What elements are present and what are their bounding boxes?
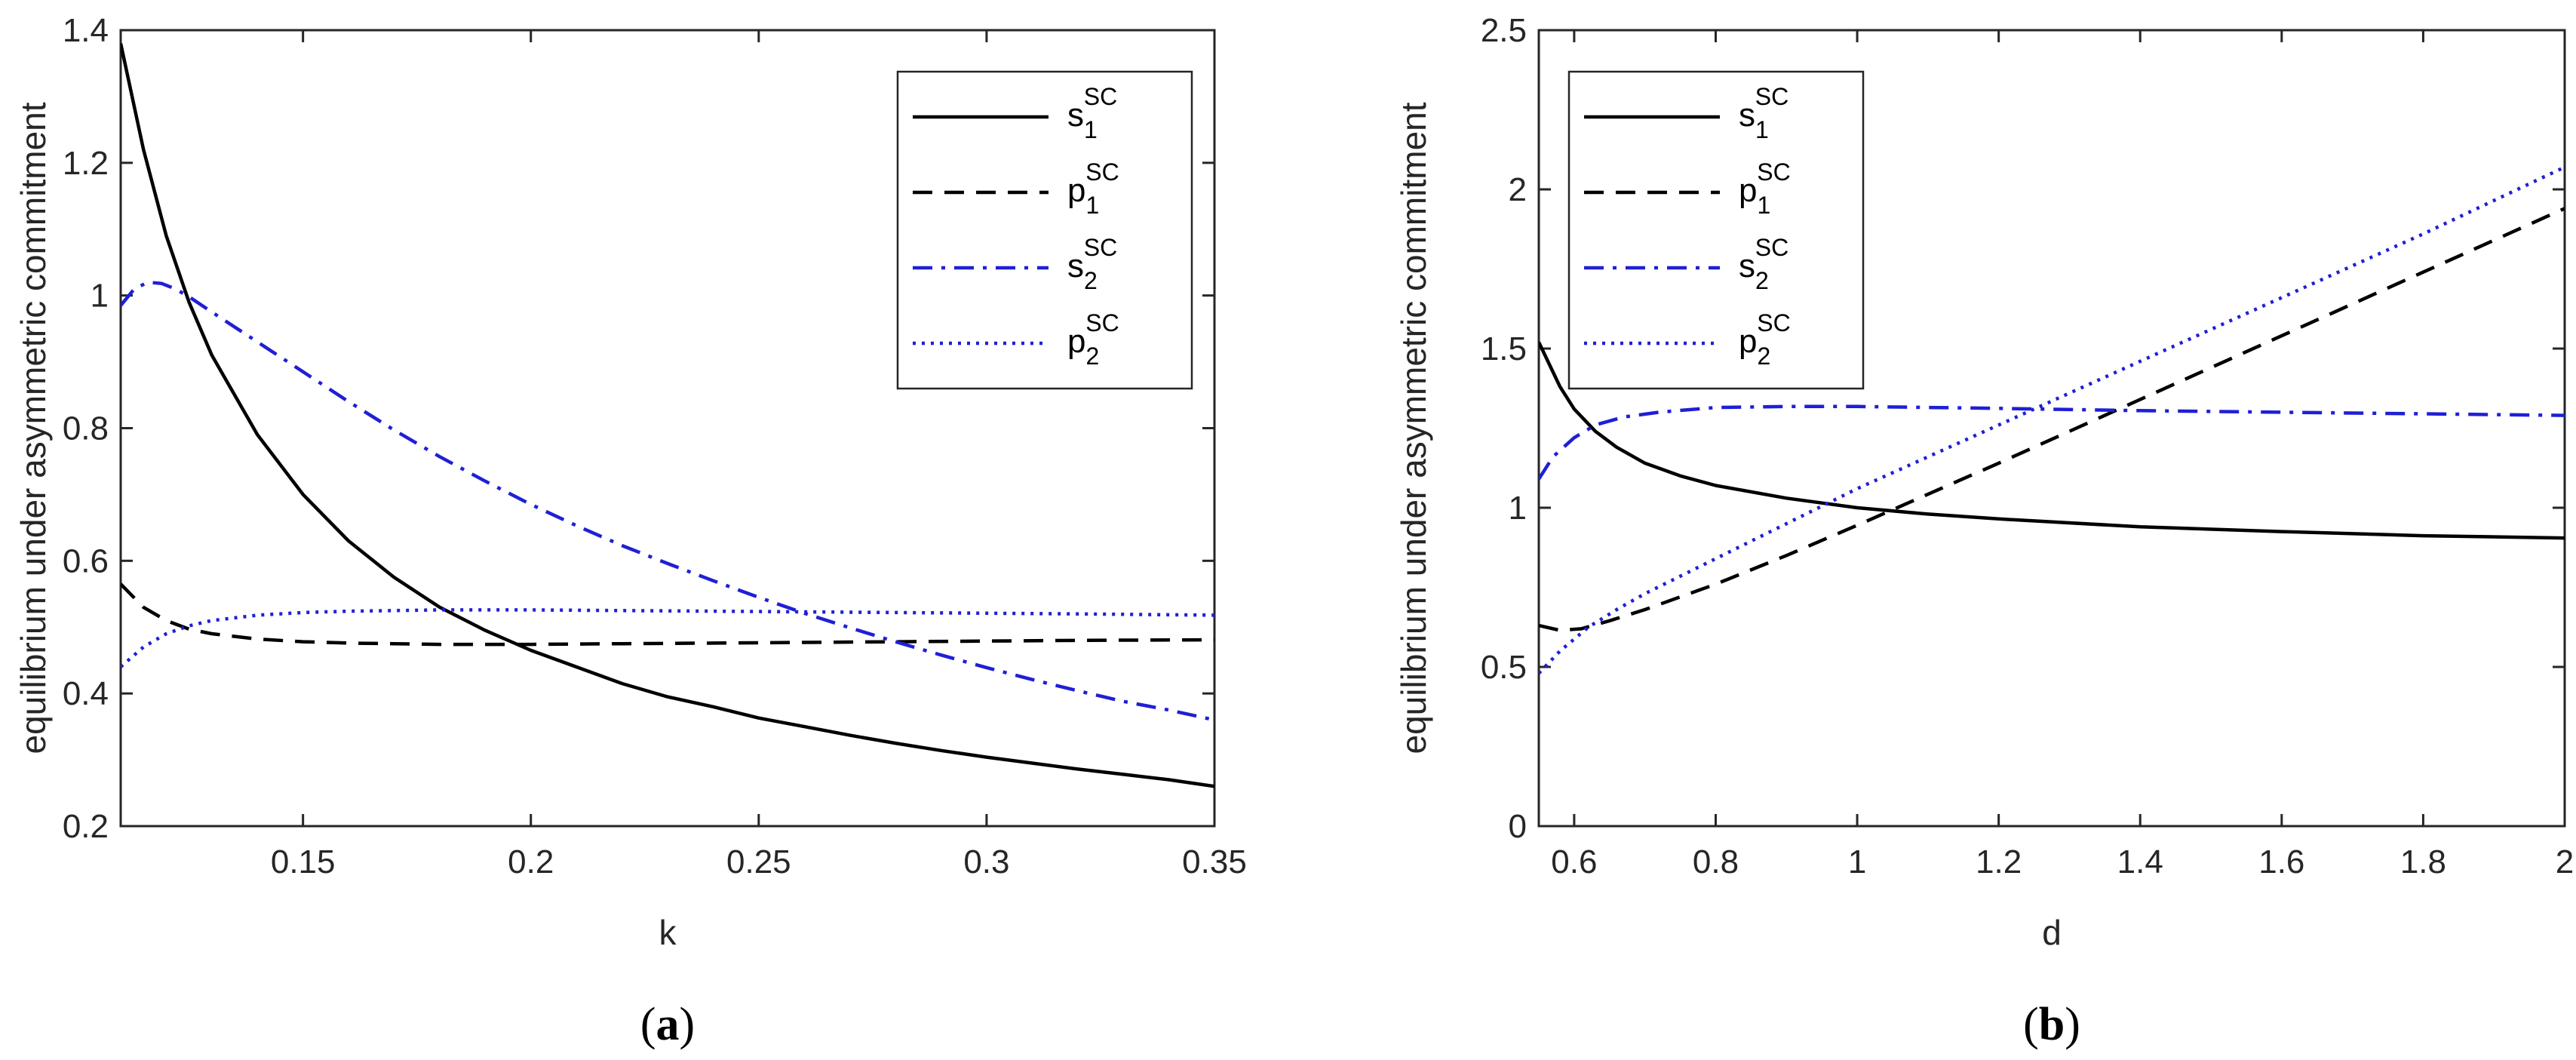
x-tick-label: 0.3	[963, 843, 1009, 880]
legend-symbol: s	[1739, 97, 1755, 134]
x-tick-label: 0.35	[1182, 843, 1247, 880]
legend-subscript: 2	[1085, 343, 1099, 370]
caption-close-paren: )	[680, 999, 695, 1050]
legend-superscript: SC	[1084, 234, 1117, 261]
panel-caption: (b)	[2023, 999, 2080, 1050]
y-axis-label: equilibrium under asymmetric commitment	[1394, 102, 1433, 754]
legend-entry: p2 SC	[1739, 309, 1791, 370]
caption-letter: a	[656, 999, 680, 1050]
series-line-p1	[121, 582, 1214, 647]
y-tick-label: 2.5	[1481, 12, 1527, 49]
legend-superscript: SC	[1755, 83, 1788, 110]
legend-symbol: s	[1067, 97, 1084, 134]
legend-subscript: 1	[1757, 192, 1770, 219]
series-line-s2	[1539, 404, 2565, 481]
legend-superscript: SC	[1085, 158, 1119, 186]
legend-subscript: 2	[1084, 267, 1098, 294]
x-tick-label: 1	[1848, 843, 1866, 880]
panel-caption: (a)	[640, 999, 695, 1050]
y-tick-label: 0.6	[63, 542, 109, 579]
x-tick-label: 0.8	[1693, 843, 1739, 880]
series-line-s1	[1539, 341, 2565, 540]
legend-box	[896, 70, 1193, 390]
y-axis-label: equilibrium under asymmetric commitment	[14, 102, 53, 754]
legend-superscript: SC	[1755, 234, 1788, 261]
y-tick-label: 1	[91, 278, 109, 315]
y-tick-label: 1.2	[63, 145, 109, 182]
y-tick-label: 1	[1509, 490, 1527, 527]
panel-b: 0.6 0.8 1 1.2 1.4 1.6 1.8 2 0 0.5 1 1.5 2 2.5 d equilib…	[1394, 12, 2574, 1050]
caption-letter: b	[2039, 999, 2065, 1050]
series-line-p2	[121, 608, 1214, 668]
x-tick-label: 1.4	[2117, 843, 2163, 880]
legend-entry: s1 SC	[1739, 83, 1788, 143]
y-tick-label: 0.8	[63, 410, 109, 447]
y-tick-label: 1.5	[1481, 330, 1527, 367]
legend-superscript: SC	[1084, 83, 1117, 110]
legend-symbol: p	[1067, 323, 1085, 360]
series-line-p2	[1539, 165, 2565, 674]
panel-a: 0.15 0.2 0.25 0.3 0.35 0.2 0.4 0.6 0.8 1 1.2 1.4 k eq…	[14, 12, 1247, 1050]
legend-symbol: s	[1739, 247, 1755, 284]
legend-subscript: 1	[1085, 192, 1099, 219]
x-tick-label: 0.25	[726, 843, 791, 880]
legend-superscript: SC	[1757, 158, 1790, 186]
legend-box	[1567, 70, 1865, 390]
legend-symbol: p	[1067, 172, 1085, 209]
series-line-s1	[121, 43, 1214, 788]
legend-entry: s2 SC	[1739, 234, 1788, 294]
x-axis-label: d	[2042, 913, 2062, 952]
legend-subscript: 2	[1755, 267, 1769, 294]
x-tick-label: 1.6	[2258, 843, 2304, 880]
x-tick-label: 2	[2556, 843, 2574, 880]
y-tick-label: 0.2	[63, 808, 109, 845]
y-tick-label: 2	[1509, 171, 1527, 208]
legend-superscript: SC	[1085, 309, 1119, 336]
x-tick-label: 0.6	[1551, 843, 1597, 880]
legend-entry: s2 SC	[1067, 234, 1117, 294]
legend-entry: s1 SC	[1067, 83, 1117, 143]
legend-subscript: 1	[1755, 116, 1769, 143]
legend-superscript: SC	[1757, 309, 1790, 336]
y-tick-label: 1.4	[63, 12, 109, 49]
caption-open-paren: (	[640, 999, 656, 1050]
x-axis-label: k	[659, 913, 677, 952]
x-tick-label: 0.15	[271, 843, 336, 880]
legend-entry: p1 SC	[1739, 158, 1791, 219]
legend-symbol: p	[1739, 172, 1757, 209]
legend-subscript: 1	[1084, 116, 1098, 143]
legend-symbol: s	[1067, 247, 1084, 284]
x-tick-label: 1.8	[2400, 843, 2446, 880]
legend-subscript: 2	[1757, 343, 1770, 370]
caption-close-paren: )	[2065, 999, 2080, 1050]
x-tick-label: 0.2	[508, 843, 554, 880]
caption-open-paren: (	[2023, 999, 2039, 1050]
legend-entry: p2 SC	[1067, 309, 1119, 370]
y-tick-label: 0	[1509, 808, 1527, 845]
series-line-p1	[1539, 207, 2565, 632]
legend-symbol: p	[1739, 323, 1757, 360]
legend-entry: p1 SC	[1067, 158, 1119, 219]
y-tick-label: 0.4	[63, 675, 109, 712]
y-tick-label: 0.5	[1481, 649, 1527, 686]
x-tick-label: 1.2	[1976, 843, 2022, 880]
